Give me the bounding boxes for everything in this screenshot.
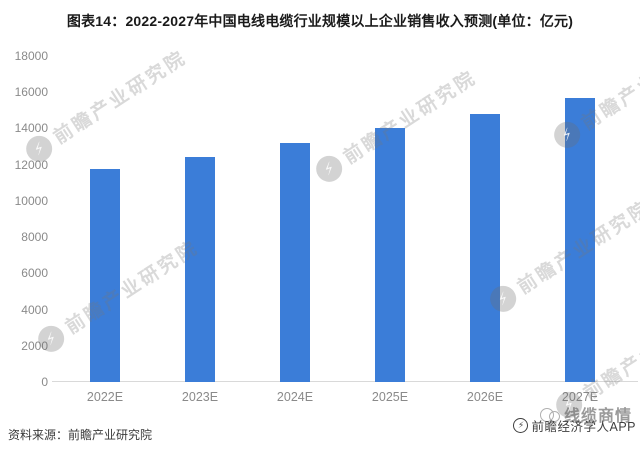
bar-2024e xyxy=(280,143,310,382)
y-axis-tick-label: 14000 xyxy=(14,121,48,136)
y-axis-tick-label: 10000 xyxy=(14,193,48,208)
y-axis-tick-label: 4000 xyxy=(21,302,48,317)
bar-2023e xyxy=(185,157,215,382)
bar-2027e xyxy=(565,98,595,382)
source-note: 资料来源：前瞻产业研究院 xyxy=(8,428,153,442)
bar-2025e xyxy=(375,128,405,382)
app-credit: ⚡ 前瞻经济学人APP xyxy=(513,416,636,435)
y-axis-tick-label: 12000 xyxy=(14,157,48,172)
brand-name: 线缆商情 xyxy=(563,408,632,425)
x-axis-tick-label: 2023E xyxy=(181,390,219,404)
y-axis-tick-label: 2000 xyxy=(21,338,48,353)
x-axis-tick-label: 2027E xyxy=(561,390,599,404)
x-axis-tick-label: 2026E xyxy=(466,390,504,404)
bar-2022e xyxy=(90,169,120,382)
y-axis-tick-label: 8000 xyxy=(21,230,48,245)
qianzhan-watermark: ⚡ 前瞻产业研究院 xyxy=(484,193,640,317)
watermark-text: 前瞻产业研究院 xyxy=(340,67,481,169)
qianzhan-app-logo-icon: ⚡ xyxy=(513,418,529,433)
x-axis-tick-label: 2022E xyxy=(86,390,124,404)
chart-title: 图表14：2022-2027年中国电线电缆行业规模以上企业销售收入预测(单位：亿… xyxy=(66,13,574,29)
y-axis-tick-label: 0 xyxy=(41,375,48,389)
x-axis-tick-label: 2025E xyxy=(371,390,409,404)
bar-2026e xyxy=(470,114,500,382)
x-axis-line xyxy=(52,381,638,382)
y-axis-tick-label: 16000 xyxy=(14,85,48,100)
y-axis-tick-label: 6000 xyxy=(21,266,48,281)
watermark-text: 前瞻产业研究院 xyxy=(50,47,191,149)
y-axis-tick-label: 18000 xyxy=(14,49,48,63)
brand-badge: 线缆商情 xyxy=(539,402,632,426)
watermark-text: 前瞻产业研究院 xyxy=(62,237,203,339)
qianzhan-logo-icon: ⚡ xyxy=(310,150,347,187)
x-axis-tick-label: 2024E xyxy=(276,390,314,404)
xianlan-shangqing-logo-icon xyxy=(539,406,560,422)
app-name: 前瞻经济学人APP xyxy=(531,420,636,434)
